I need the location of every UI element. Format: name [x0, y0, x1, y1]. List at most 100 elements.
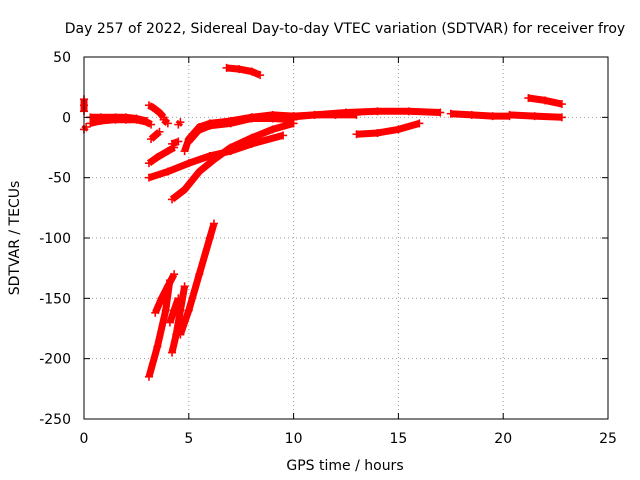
y-axis-label: SDTVAR / TECUs: [7, 181, 23, 296]
y-tick-label: -100: [39, 231, 71, 247]
data-track: [450, 110, 510, 120]
data-point: [373, 107, 382, 116]
data-point: [557, 113, 566, 122]
data-point: [163, 147, 172, 156]
data-point: [415, 119, 424, 128]
data-point: [557, 100, 566, 109]
data-point: [394, 125, 403, 134]
x-tick-label: 10: [285, 431, 303, 447]
data-point: [153, 342, 162, 351]
data-point: [132, 114, 141, 123]
data-point: [163, 167, 172, 176]
data-point: [163, 119, 172, 128]
y-tick-label: -250: [39, 412, 71, 428]
data-point: [222, 63, 231, 72]
x-tick-label: 25: [599, 431, 617, 447]
data-point: [149, 103, 158, 112]
data-point: [235, 65, 244, 74]
data-point: [144, 372, 153, 381]
y-tick-label: 0: [62, 110, 71, 126]
data-point: [155, 108, 164, 117]
data-track: [146, 144, 176, 167]
data-point: [209, 219, 218, 228]
data-point: [163, 282, 172, 291]
data-point: [524, 94, 533, 103]
data-point: [352, 130, 361, 139]
data-point: [247, 67, 256, 76]
x-tick-label: 20: [494, 431, 512, 447]
data-point: [151, 308, 160, 317]
data-point: [226, 119, 235, 128]
data-point: [541, 96, 550, 105]
data-point: [205, 234, 214, 242]
y-tick-label: -200: [39, 352, 71, 368]
data-track: [147, 102, 167, 120]
data-track: [226, 64, 262, 79]
data-track: [169, 120, 295, 203]
data-point: [96, 113, 105, 122]
data-point: [352, 110, 361, 119]
data-point: [331, 110, 340, 119]
data-point: [247, 133, 256, 142]
data-point: [488, 112, 497, 121]
data-tracks: [80, 63, 566, 381]
data-point: [168, 195, 177, 204]
data-point: [144, 173, 153, 182]
data-point: [153, 153, 162, 162]
x-tick-label: 0: [80, 431, 89, 447]
x-tick-label: 5: [184, 431, 193, 447]
data-point: [268, 125, 277, 134]
data-point: [205, 121, 214, 130]
data-point: [184, 137, 193, 146]
data-point: [310, 110, 319, 119]
data-point: [174, 137, 183, 146]
data-point: [147, 120, 156, 129]
data-point: [195, 270, 204, 279]
data-track: [293, 111, 357, 120]
data-point: [155, 127, 164, 136]
y-tick-label: 50: [53, 50, 71, 66]
data-point: [111, 113, 120, 122]
data-point: [176, 306, 185, 315]
data-point: [82, 122, 91, 131]
data-point: [530, 112, 539, 121]
data-point: [279, 131, 288, 140]
y-tick-label: -50: [48, 171, 71, 187]
data-point: [191, 127, 200, 136]
data-point: [176, 118, 185, 127]
x-axis-label: GPS time / hours: [286, 458, 403, 474]
data-point: [268, 114, 277, 123]
data-point: [151, 131, 160, 140]
data-point: [180, 147, 189, 156]
data-track: [168, 285, 189, 354]
data-point: [170, 270, 179, 279]
data-point: [168, 348, 177, 357]
data-point: [180, 282, 189, 291]
data-point: [285, 113, 294, 122]
chart-title: Day 257 of 2022, Sidereal Day-to-day VTE…: [65, 21, 625, 37]
data-point: [121, 113, 130, 122]
data-point: [170, 143, 179, 152]
data-point: [226, 143, 235, 152]
data-point: [373, 129, 382, 138]
data-point: [144, 101, 153, 110]
data-point: [195, 167, 204, 176]
data-point: [142, 116, 151, 125]
data-point: [161, 306, 170, 315]
data-point: [436, 108, 445, 117]
data-point: [144, 159, 153, 168]
data-point: [404, 107, 413, 116]
data-point: [209, 155, 218, 164]
data-point: [446, 109, 455, 118]
y-tick-label: -150: [39, 291, 71, 307]
data-point: [165, 318, 174, 327]
data-point: [159, 115, 168, 124]
data-point: [289, 112, 298, 121]
data-point: [176, 330, 185, 339]
data-point: [505, 110, 514, 119]
x-tick-label: 15: [389, 431, 407, 447]
ticks: 0 5 10 15 20 25 -250 -200 -150 -100 -50 0 50: [39, 50, 617, 447]
data-point: [180, 185, 189, 194]
data-point: [147, 135, 156, 144]
